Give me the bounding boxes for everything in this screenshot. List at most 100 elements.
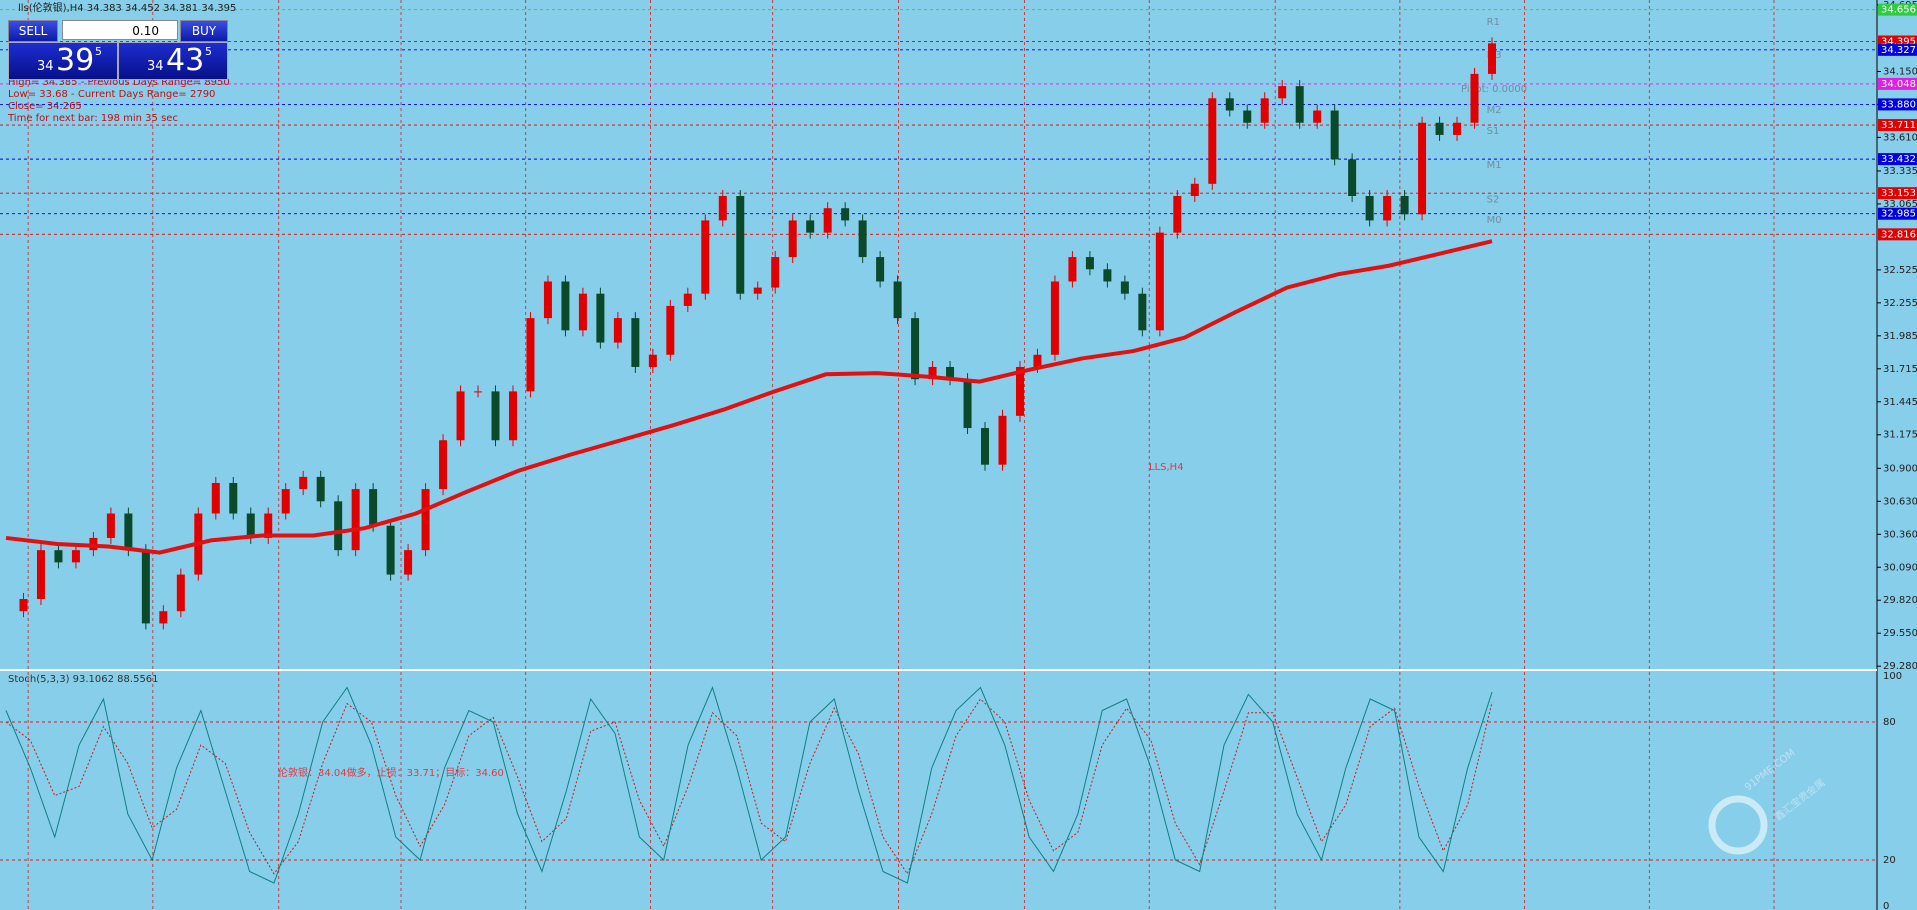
candle bbox=[281, 489, 290, 514]
level-tag bbox=[1878, 207, 1917, 220]
candle bbox=[71, 550, 80, 563]
candle bbox=[543, 281, 552, 319]
price-big: 34 bbox=[37, 59, 54, 74]
candle bbox=[299, 476, 308, 490]
candle bbox=[666, 305, 675, 355]
candle bbox=[648, 354, 657, 367]
sell-button[interactable]: SELL bbox=[8, 20, 58, 42]
watermark: 91PME.COM bbox=[1743, 747, 1797, 793]
candle bbox=[928, 366, 937, 380]
candle bbox=[141, 550, 150, 624]
pivot-label: R1 bbox=[1487, 17, 1500, 28]
y-tick-label: 31.175 bbox=[1883, 430, 1917, 441]
candle bbox=[998, 415, 1007, 465]
chart-header: lls(伦敦银),H4 34.383 34.452 34.381 34.395 bbox=[18, 1, 236, 14]
price-sup: 5 bbox=[95, 45, 102, 58]
y-tick-label: 33.610 bbox=[1883, 132, 1917, 143]
level-tag bbox=[1878, 77, 1917, 90]
candle bbox=[596, 293, 605, 343]
stoch-label: Stoch(5,3,3) 93.1062 88.5561 bbox=[8, 674, 159, 685]
sell-price[interactable]: 34 39 5 bbox=[8, 42, 118, 80]
candle bbox=[1120, 281, 1129, 294]
level-tag bbox=[1878, 187, 1917, 200]
candle bbox=[1348, 159, 1357, 197]
candle bbox=[1050, 281, 1059, 355]
candle bbox=[456, 391, 465, 441]
y-tick-label: 20 bbox=[1883, 855, 1896, 866]
candle bbox=[1470, 73, 1479, 123]
buy-button[interactable]: BUY bbox=[180, 20, 228, 42]
lot-input[interactable]: 0.10 bbox=[62, 20, 178, 40]
candle bbox=[911, 318, 920, 380]
candle bbox=[1295, 86, 1304, 123]
y-tick-label: 31.445 bbox=[1883, 397, 1917, 408]
y-tick-label: 32.255 bbox=[1883, 298, 1917, 309]
candle bbox=[508, 391, 517, 441]
moving-average bbox=[5, 239, 1493, 555]
candle bbox=[176, 574, 185, 612]
symbol-label: LLS,H4 bbox=[1149, 462, 1184, 473]
candle bbox=[771, 257, 780, 288]
candle bbox=[526, 318, 535, 392]
y-tick-label: 31.715 bbox=[1883, 364, 1917, 375]
price-sup: 5 bbox=[205, 45, 212, 58]
pivot-label: S1 bbox=[1487, 126, 1500, 137]
watermark-logo bbox=[1708, 795, 1768, 855]
level-label: 33.153 bbox=[1881, 188, 1916, 199]
candle bbox=[1400, 196, 1409, 215]
level-label: 33.711 bbox=[1881, 120, 1916, 131]
y-tick-label: 30.090 bbox=[1883, 562, 1917, 573]
y-tick-label: 33.335 bbox=[1883, 166, 1917, 177]
candle bbox=[1418, 122, 1427, 215]
pivot-label: Pivot: 0.0000 bbox=[1461, 84, 1527, 95]
y-tick-label: 0 bbox=[1883, 901, 1889, 910]
candle bbox=[316, 476, 325, 502]
y-tick-label: 29.550 bbox=[1883, 628, 1917, 639]
info-line: Low= 33.68 - Current Days Range= 2790 bbox=[8, 89, 215, 100]
candle bbox=[124, 513, 133, 551]
candle bbox=[701, 220, 710, 294]
y-tick-label: 32.525 bbox=[1883, 265, 1917, 276]
candle bbox=[578, 293, 587, 331]
y-tick-label: 29.820 bbox=[1883, 595, 1917, 606]
signal-text: 伦敦银：34.04做多，止损：33.71；目标：34.60 bbox=[278, 766, 504, 779]
candle bbox=[1085, 257, 1094, 270]
price-main: 43 bbox=[166, 43, 205, 78]
y-tick-label: 30.630 bbox=[1883, 496, 1917, 507]
candle bbox=[1453, 122, 1462, 135]
lot-value: 0.10 bbox=[132, 24, 159, 38]
candle bbox=[54, 550, 63, 563]
candle bbox=[19, 599, 28, 612]
candle bbox=[1313, 110, 1322, 123]
candle bbox=[858, 220, 867, 258]
candle bbox=[246, 513, 255, 538]
trade-panel: SELL 0.10 BUY 34 39 5 34 43 5 bbox=[8, 20, 228, 80]
candle bbox=[386, 525, 395, 575]
info-line: High= 34.385 - Previous Days Range= 8950 bbox=[8, 77, 230, 88]
candle bbox=[264, 513, 273, 538]
candle bbox=[893, 281, 902, 319]
candle bbox=[1488, 43, 1496, 74]
candle bbox=[1208, 98, 1217, 184]
level-label: 34.656 bbox=[1881, 5, 1916, 16]
candle bbox=[876, 257, 885, 282]
candle bbox=[159, 611, 168, 624]
candle bbox=[1383, 196, 1392, 221]
candle bbox=[788, 220, 797, 258]
candle bbox=[823, 208, 832, 233]
pivot-label: M0 bbox=[1487, 215, 1502, 226]
level-label: 33.880 bbox=[1881, 99, 1916, 110]
candle bbox=[683, 293, 692, 306]
buy-price[interactable]: 34 43 5 bbox=[118, 42, 228, 80]
candle bbox=[1068, 257, 1077, 282]
level-tag bbox=[1878, 98, 1917, 111]
pivot-label: S2 bbox=[1487, 194, 1500, 205]
y-tick-label: 30.900 bbox=[1883, 463, 1917, 474]
candle bbox=[1033, 354, 1042, 367]
stoch-signal bbox=[5, 698, 1493, 875]
candle bbox=[1225, 98, 1234, 111]
candle bbox=[736, 196, 745, 294]
candle bbox=[211, 482, 220, 514]
pivot-label: M1 bbox=[1487, 160, 1502, 171]
